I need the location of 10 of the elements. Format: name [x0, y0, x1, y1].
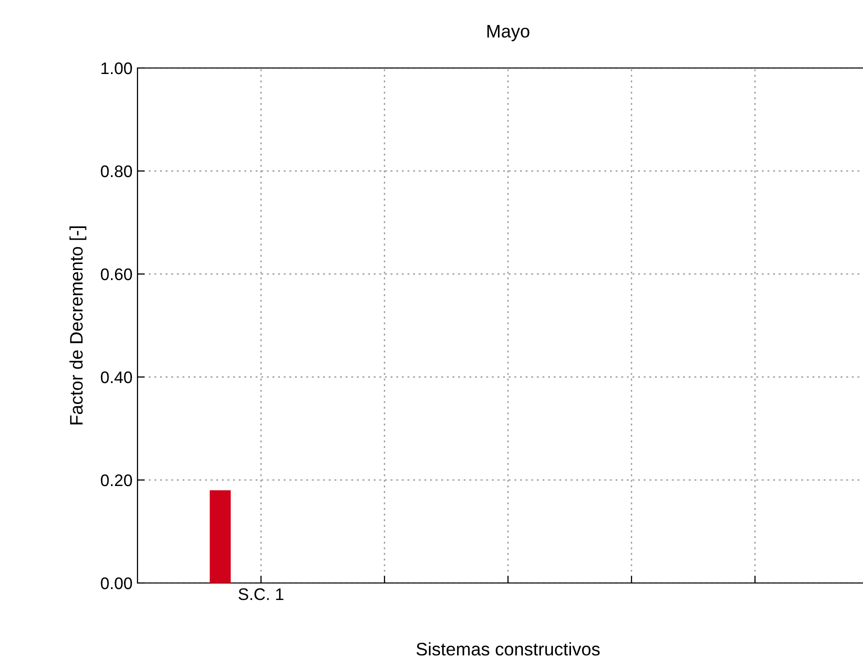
y-tick-label: 1.00 [101, 62, 132, 74]
x-axis-title: Sistemas constructivos [416, 642, 600, 656]
y-tick-label: 0.60 [100, 268, 132, 280]
y-tick-label: 0.00 [100, 577, 132, 590]
y-axis-title: Factor de Decremento [-] [69, 226, 86, 424]
y-tick-label: 0.80 [100, 165, 132, 178]
y-tick-label: 0.20 [100, 474, 132, 486]
y-tick-label: 0.40 [100, 371, 132, 384]
chart-title: Mayo [487, 25, 530, 42]
x-tick-label: S.C. 1 [238, 588, 284, 600]
